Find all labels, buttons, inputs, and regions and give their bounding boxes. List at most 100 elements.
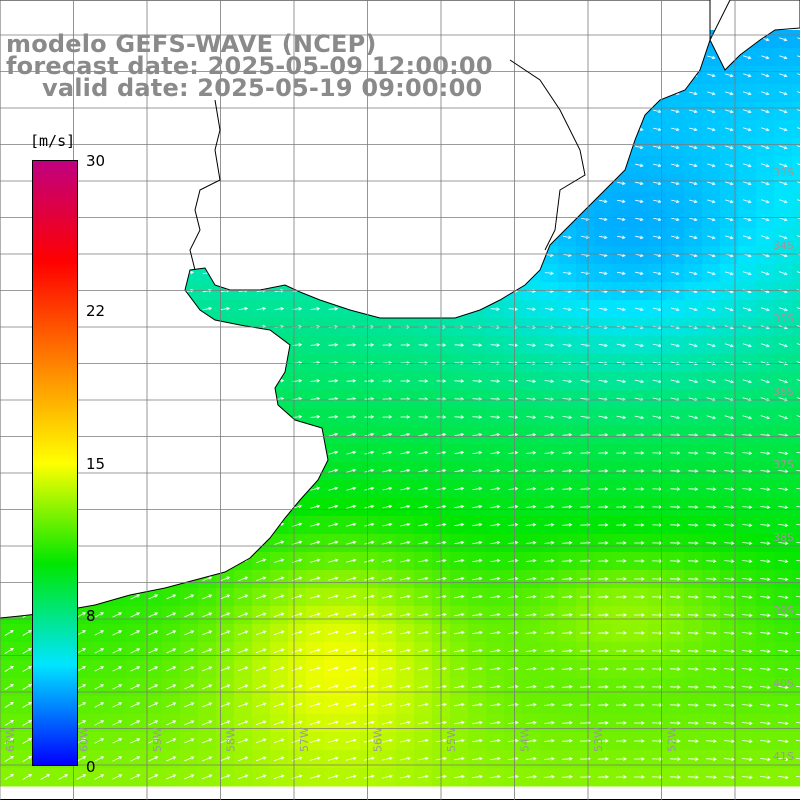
wind-arrow bbox=[689, 109, 698, 114]
wind-arrow bbox=[779, 73, 788, 78]
wind-arrow bbox=[653, 199, 662, 204]
wind-arrow bbox=[562, 271, 572, 275]
wind-arrow bbox=[707, 73, 716, 78]
field-cell bbox=[792, 282, 800, 301]
wind-arrow bbox=[689, 271, 698, 276]
wind-arrow bbox=[598, 271, 608, 276]
field-cell bbox=[792, 390, 800, 409]
wind-arrow bbox=[635, 163, 644, 168]
wind-arrow bbox=[617, 181, 626, 186]
wind-arrow bbox=[724, 343, 734, 348]
wind-arrow bbox=[760, 217, 770, 222]
wind-arrow bbox=[760, 109, 770, 114]
wind-arrow bbox=[310, 307, 321, 311]
wind-arrow bbox=[796, 307, 800, 310]
wind-arrow bbox=[653, 145, 662, 150]
colorbar-tick: 8 bbox=[86, 607, 96, 625]
field-cell bbox=[792, 102, 800, 121]
wind-arrow bbox=[742, 91, 752, 96]
wind-arrow bbox=[599, 199, 608, 203]
longitude-label: 60W bbox=[78, 727, 91, 752]
field-cell bbox=[792, 156, 800, 175]
field-cell bbox=[792, 570, 800, 589]
wind-arrow bbox=[706, 307, 716, 312]
wind-arrow bbox=[760, 145, 770, 150]
wind-arrow bbox=[796, 271, 800, 274]
field-cell bbox=[792, 426, 800, 445]
wind-arrow bbox=[724, 217, 734, 222]
wind-arrow bbox=[671, 163, 680, 168]
wind-arrow bbox=[599, 217, 608, 221]
wind-arrow bbox=[526, 307, 537, 311]
wind-arrow bbox=[743, 55, 752, 60]
wind-arrow bbox=[653, 163, 662, 168]
longitude-label: 57W bbox=[298, 727, 311, 752]
wind-arrow bbox=[706, 271, 716, 276]
field-cell bbox=[792, 48, 800, 67]
longitude-label: 61W bbox=[4, 727, 17, 752]
wind-arrow bbox=[671, 145, 680, 150]
wind-arrow bbox=[653, 181, 662, 186]
wind-arrow bbox=[508, 307, 519, 311]
wind-arrow bbox=[706, 343, 716, 348]
wind-arrow bbox=[778, 271, 788, 276]
field-cell bbox=[792, 246, 800, 265]
latitude-label: 36S bbox=[773, 385, 794, 398]
wind-arrow bbox=[671, 127, 680, 132]
wind-arrow bbox=[706, 235, 716, 240]
field-cell bbox=[792, 714, 800, 733]
wind-arrow bbox=[778, 181, 788, 186]
wind-arrow bbox=[706, 145, 716, 150]
wind-arrow bbox=[635, 235, 644, 240]
wind-arrow bbox=[238, 306, 249, 311]
wind-arrow bbox=[707, 55, 716, 60]
wind-arrow bbox=[706, 181, 716, 186]
field-cell bbox=[792, 768, 800, 787]
field-cell bbox=[792, 84, 800, 103]
wind-arrow bbox=[724, 181, 734, 186]
wind-arrow bbox=[706, 199, 716, 204]
wind-arrow bbox=[328, 343, 339, 347]
wind-arrow bbox=[634, 307, 644, 312]
wind-arrow bbox=[724, 307, 734, 312]
wind-arrow bbox=[797, 109, 800, 112]
wind-arrow bbox=[706, 217, 716, 222]
wind-arrow bbox=[779, 109, 788, 114]
wind-arrow bbox=[508, 343, 519, 347]
wind-arrow bbox=[760, 307, 770, 312]
wind-arrow bbox=[742, 235, 752, 240]
wind-arrow bbox=[635, 271, 644, 276]
wind-arrow bbox=[689, 217, 698, 222]
wind-arrow bbox=[742, 217, 752, 222]
wind-arrow bbox=[670, 307, 680, 312]
longitude-label: 55W bbox=[445, 727, 458, 752]
field-cell bbox=[792, 138, 800, 157]
wind-arrow bbox=[544, 343, 555, 347]
wind-arrow bbox=[796, 289, 800, 292]
field-cell bbox=[792, 624, 800, 643]
wind-arrow bbox=[796, 325, 800, 328]
wind-arrow bbox=[635, 181, 644, 186]
latitude-label: 41S bbox=[773, 750, 794, 763]
wind-arrow bbox=[724, 73, 734, 78]
wind-arrow bbox=[724, 145, 734, 150]
field-cell bbox=[792, 372, 800, 391]
wind-arrow bbox=[761, 55, 770, 60]
wind-arrow bbox=[797, 127, 800, 130]
wind-arrow bbox=[671, 199, 680, 204]
wind-arrow bbox=[689, 181, 698, 186]
wind-arrow bbox=[617, 217, 626, 222]
wind-arrow bbox=[635, 145, 644, 150]
wind-arrow bbox=[670, 343, 681, 348]
wind-arrow bbox=[742, 109, 752, 114]
wind-arrow bbox=[671, 235, 680, 240]
colorbar-tick: 30 bbox=[86, 152, 106, 170]
wind-arrow bbox=[689, 235, 698, 240]
longitude-label: 58W bbox=[225, 727, 238, 752]
title-valid-date: valid date: 2025-05-19 09:00:00 bbox=[42, 74, 483, 102]
wind-arrow bbox=[689, 91, 698, 96]
wind-arrow bbox=[635, 217, 644, 222]
wind-arrow bbox=[490, 343, 501, 347]
